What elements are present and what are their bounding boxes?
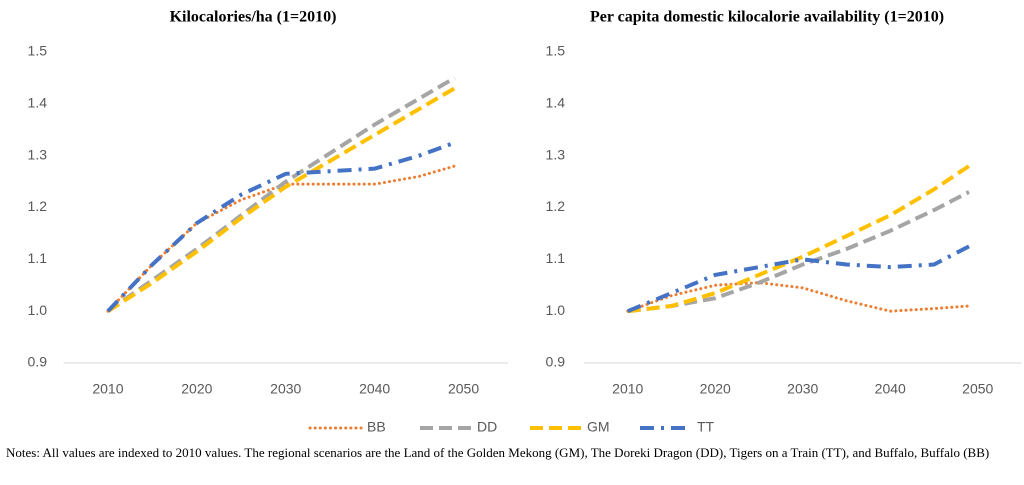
- y-tick-label: 1.1: [546, 250, 566, 266]
- y-tick-label: 0.9: [28, 354, 48, 370]
- chart: Kilocalories/ha (1=2010) 0.9 1.0 1.1 1.2 1.3 1…: [28, 9, 1022, 435]
- y-tick-label: 0.9: [546, 354, 566, 370]
- y-tick-label: 1.5: [546, 43, 566, 59]
- notes: Notes: All values are indexed to 2010 va…: [6, 445, 990, 460]
- y-tick-label: 1.2: [546, 198, 566, 214]
- x-tick-label: 2040: [359, 381, 390, 397]
- x-tick-label: 2040: [875, 381, 906, 397]
- series-line: [106, 86, 456, 313]
- y-tick-label: 1.1: [28, 250, 48, 266]
- y-tick-label: 1.5: [28, 43, 48, 59]
- y-tick-label: 1.0: [28, 302, 48, 318]
- chart-title: Kilocalories/ha (1=2010): [170, 9, 337, 26]
- y-tick-label: 1.4: [28, 95, 48, 111]
- series-line: [106, 140, 456, 313]
- series-line: [627, 190, 970, 314]
- y-tick-label: 1.3: [546, 146, 566, 162]
- x-tick-label: 2030: [270, 381, 301, 397]
- legend-label: TT: [697, 419, 715, 435]
- x-tick-label: 2020: [181, 381, 212, 397]
- legend-label: BB: [367, 419, 386, 435]
- x-tick-label: 2010: [92, 381, 123, 397]
- legend-label: DD: [477, 419, 497, 435]
- y-tick-label: 1.3: [28, 146, 48, 162]
- y-tick-label: 1.4: [546, 95, 566, 111]
- series-line: [106, 76, 456, 313]
- series-line: [627, 164, 971, 314]
- x-tick-label: 2030: [787, 381, 818, 397]
- y-tick-label: 1.2: [28, 198, 48, 214]
- chart-title: Per capita domestic kilocalorie availabi…: [590, 9, 944, 26]
- series-line: [626, 281, 971, 313]
- y-tick-label: 1.0: [546, 302, 566, 318]
- legend-label: GM: [587, 419, 610, 435]
- x-tick-label: 2050: [448, 381, 479, 397]
- series-line: [626, 244, 970, 314]
- x-tick-label: 2050: [962, 381, 993, 397]
- x-tick-label: 2020: [700, 381, 731, 397]
- x-tick-label: 2010: [612, 381, 643, 397]
- series-line: [106, 164, 457, 313]
